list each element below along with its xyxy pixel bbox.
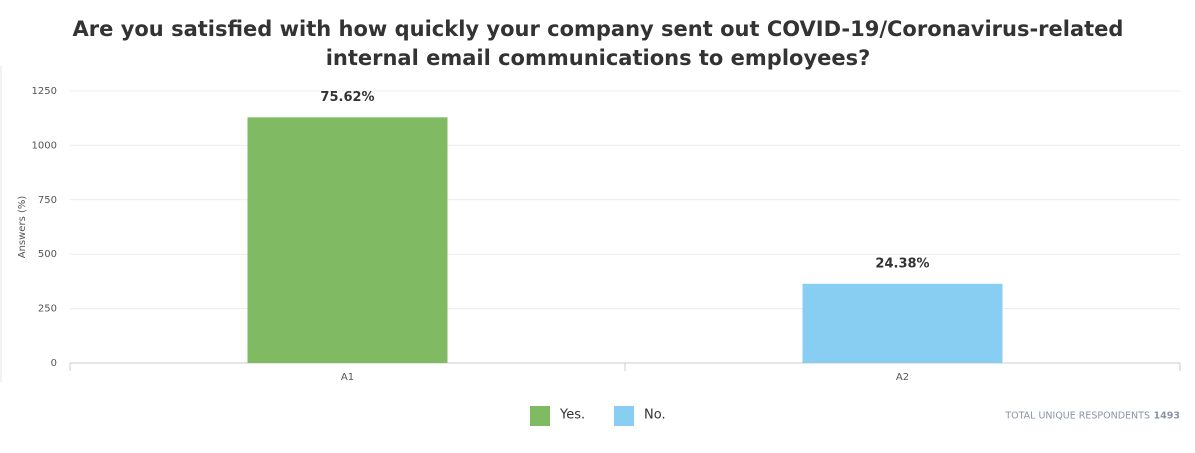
x-tick-label: A1 bbox=[341, 372, 354, 383]
y-tick-label: 500 bbox=[38, 249, 57, 260]
legend-swatch bbox=[530, 406, 550, 426]
x-tick-label: A2 bbox=[896, 372, 909, 383]
y-tick-label: 1000 bbox=[32, 140, 57, 151]
y-tick-label: 0 bbox=[51, 358, 57, 369]
chart-title: internal email communications to employe… bbox=[326, 46, 871, 70]
y-axis-label: Answers (%) bbox=[17, 196, 28, 259]
value-label: 24.38% bbox=[875, 256, 929, 271]
footer-label: TOTAL UNIQUE RESPONDENTS bbox=[1004, 411, 1150, 422]
legend-label: No. bbox=[644, 408, 666, 423]
bar bbox=[247, 117, 448, 364]
y-tick-label: 1250 bbox=[32, 86, 57, 97]
footer-value: 1493 bbox=[1154, 411, 1180, 422]
y-tick-label: 750 bbox=[38, 195, 57, 206]
legend-swatch bbox=[614, 406, 634, 426]
y-tick-label: 250 bbox=[38, 304, 57, 315]
legend-label: Yes. bbox=[559, 408, 585, 423]
chart-title: Are you satisfied with how quickly your … bbox=[73, 17, 1124, 41]
bar bbox=[802, 283, 1003, 363]
value-label: 75.62% bbox=[320, 90, 374, 105]
